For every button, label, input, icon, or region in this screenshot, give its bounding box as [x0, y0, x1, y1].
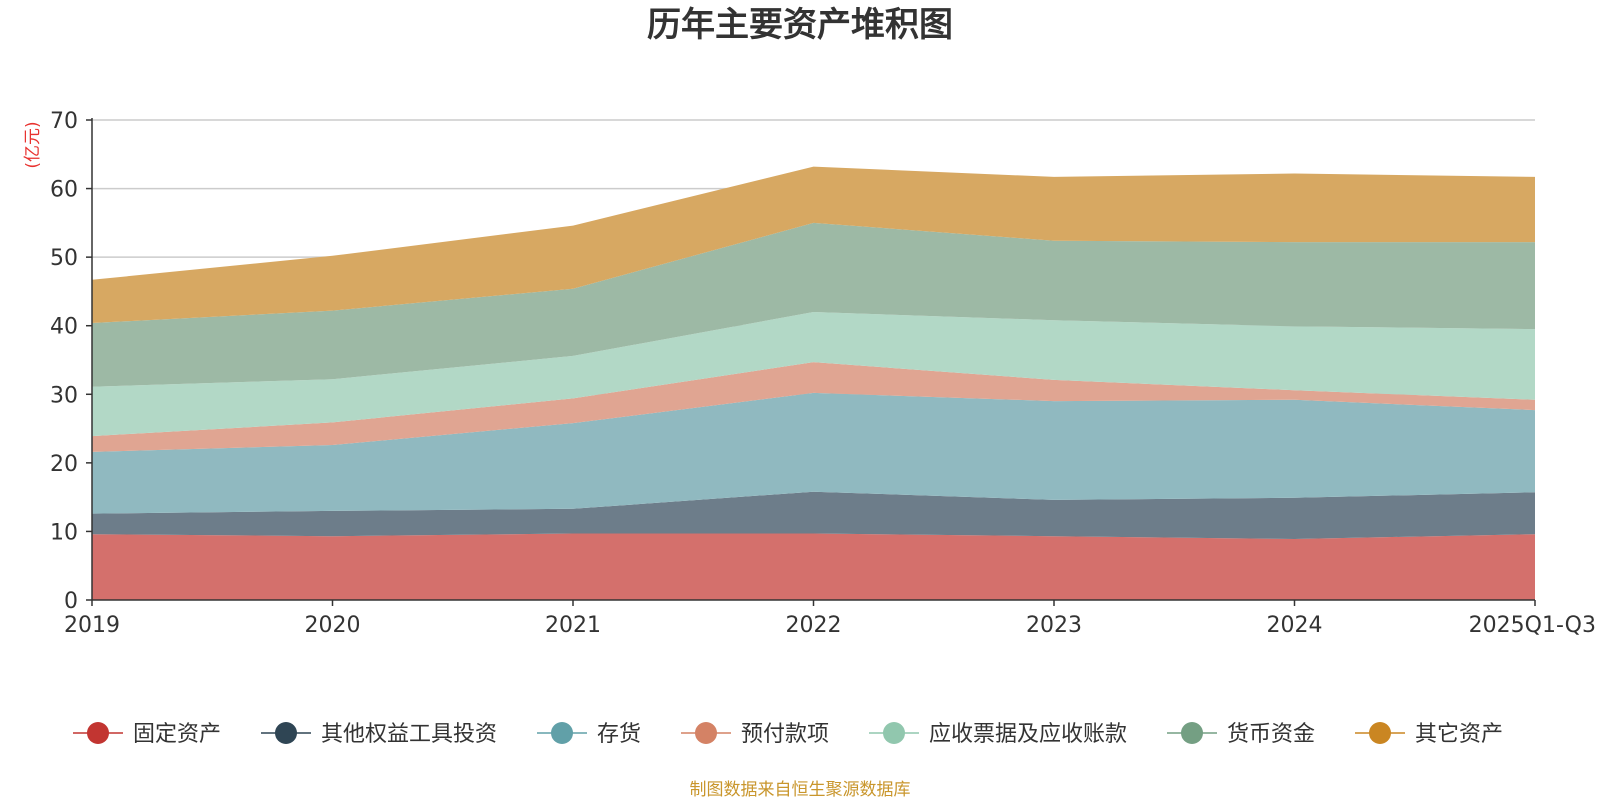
legend-label: 其它资产 [1415, 722, 1503, 747]
legend-label: 应收票据及应收账款 [929, 722, 1127, 747]
x-tick-label: 2024 [1267, 613, 1323, 638]
x-tick-label: 2025Q1-Q3 [1469, 613, 1596, 638]
y-axis-unit: (亿元) [23, 121, 43, 168]
legend-label: 其他权益工具投资 [321, 722, 497, 747]
chart-title: 历年主要资产堆积图 [647, 5, 953, 45]
y-tick-label: 70 [50, 109, 78, 134]
legend-marker-icon [695, 722, 717, 744]
legend: 固定资产 其他权益工具投资 存货 预付款项 应收票据及应收账款 货币资金 其它资产 [73, 722, 1503, 747]
x-tick-label: 2023 [1026, 613, 1082, 638]
x-tick-label: 2021 [545, 613, 601, 638]
legend-item-0[interactable]: 固定资产 [73, 722, 221, 747]
area-series-2 [92, 392, 1535, 514]
legend-item-6[interactable]: 其它资产 [1355, 722, 1503, 747]
x-tick-label: 2019 [64, 613, 120, 638]
legend-marker-icon [275, 722, 297, 744]
area-series-5 [92, 222, 1535, 387]
legend-marker-icon [87, 722, 109, 744]
legend-item-2[interactable]: 存货 [537, 722, 641, 747]
x-tick-label: 2020 [305, 613, 361, 638]
y-tick-label: 0 [64, 589, 78, 614]
legend-item-4[interactable]: 应收票据及应收账款 [869, 722, 1127, 747]
x-tick-label: 2022 [786, 613, 842, 638]
legend-marker-icon [1181, 722, 1203, 744]
area-series-6 [92, 166, 1535, 323]
y-tick-label: 20 [50, 452, 78, 477]
legend-item-1[interactable]: 其他权益工具投资 [261, 722, 497, 747]
area-series-4 [92, 312, 1535, 437]
axes: 0 10 20 30 40 50 60 70 2019 2020 2021 2022 2023 2024 2… [50, 109, 1596, 638]
area-series-0 [92, 533, 1535, 600]
legend-label: 货币资金 [1227, 722, 1315, 747]
y-tick-label: 10 [50, 520, 78, 545]
legend-item-3[interactable]: 预付款项 [681, 722, 829, 747]
legend-marker-icon [883, 722, 905, 744]
legend-label: 固定资产 [133, 722, 221, 747]
y-tick-label: 50 [50, 246, 78, 271]
source-note: 制图数据来自恒生聚源数据库 [690, 780, 911, 800]
y-tick-label: 60 [50, 178, 78, 203]
legend-marker-icon [1369, 722, 1391, 744]
area-series-1 [92, 491, 1535, 539]
areas [92, 166, 1535, 600]
legend-marker-icon [551, 722, 573, 744]
y-tick-label: 40 [50, 315, 78, 340]
legend-label: 预付款项 [741, 722, 829, 747]
area-series-3 [92, 362, 1535, 452]
legend-item-5[interactable]: 货币资金 [1167, 722, 1315, 747]
y-tick-label: 30 [50, 383, 78, 408]
legend-label: 存货 [597, 722, 641, 747]
